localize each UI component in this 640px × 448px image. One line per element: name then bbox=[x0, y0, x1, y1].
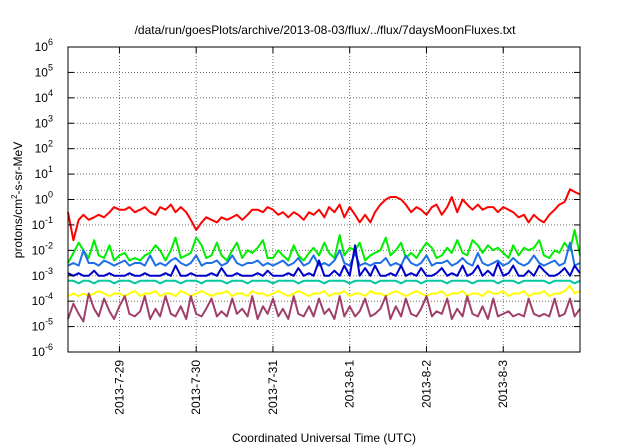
series-line-3 bbox=[67, 241, 581, 267]
y-tick-label: 101 bbox=[35, 164, 53, 181]
y-tick-label: 100 bbox=[35, 190, 53, 207]
y-tick-label: 10-5 bbox=[32, 317, 53, 334]
series-line-6 bbox=[67, 284, 581, 298]
y-tick-label: 10-4 bbox=[32, 291, 53, 308]
grid bbox=[68, 46, 580, 353]
x-tick-label: 2013-8-1 bbox=[343, 360, 357, 408]
x-axis-label: Coordinated Universal Time (UTC) bbox=[232, 431, 416, 445]
y-axis-ticks: 10-6 10-5 10-4 10-3 10-2 10-1 100 101 102 103 104 1… bbox=[32, 37, 580, 359]
y-tick-label: 102 bbox=[35, 139, 53, 156]
y-axis-label: protons/cm2-s-sr-MeV bbox=[10, 142, 25, 258]
chart-title: /data/run/goesPlots/archive/2013-08-03/f… bbox=[135, 23, 517, 37]
y-tick-label: 10-2 bbox=[32, 240, 53, 257]
series-line-5 bbox=[68, 279, 581, 285]
y-tick-label: 10-1 bbox=[32, 215, 53, 232]
x-tick-label: 2013-7-30 bbox=[189, 360, 203, 415]
y-tick-label: 106 bbox=[35, 37, 53, 54]
y-tick-label: 104 bbox=[35, 88, 53, 105]
y-tick-label: 10-3 bbox=[32, 266, 53, 283]
x-tick-label: 2013-8-2 bbox=[419, 360, 433, 408]
series-line-4 bbox=[67, 244, 581, 277]
x-tick-label: 2013-7-31 bbox=[266, 360, 280, 415]
y-tick-label: 105 bbox=[35, 62, 53, 79]
series-line-7 bbox=[67, 292, 581, 323]
y-tick-label: 10-6 bbox=[32, 342, 53, 359]
y-tick-label: 103 bbox=[35, 113, 53, 130]
x-tick-label: 2013-8-3 bbox=[496, 360, 510, 408]
x-axis-ticks: 2013-7-29 2013-7-30 2013-7-31 2013-8-1 2013-… bbox=[112, 47, 510, 415]
series-line-1 bbox=[67, 188, 581, 242]
series-line-2 bbox=[67, 229, 581, 264]
series-lines bbox=[67, 188, 581, 323]
x-tick-label: 2013-7-29 bbox=[112, 360, 126, 415]
